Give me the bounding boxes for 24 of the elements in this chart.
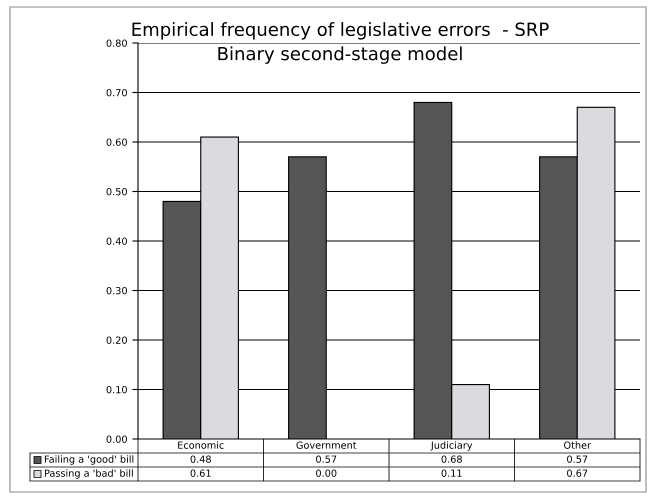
y-tick-label: 0.40 [106,237,127,245]
y-tick-label: 0.00 [106,435,127,443]
y-tick-label: 0.70 [106,88,127,96]
data-label: 0.00 [316,469,336,477]
data-label: 0.67 [567,469,588,477]
data-label: 0.57 [567,455,588,463]
y-tick-label: 0.80 [106,39,127,47]
data-label: 0.48 [190,455,211,463]
legend-label: Passing a 'bad' bill [44,469,133,479]
data-label: 0.11 [442,469,462,477]
legend-label: Failing a 'good' bill [44,455,134,465]
y-tick-label: 0.50 [106,188,127,196]
data-label: 0.61 [190,469,211,477]
chart-title: Empirical frequency of legislative errors - SRP Binary second-stage model [132,22,549,64]
x-tick-label: Judiciary [430,441,472,451]
y-tick-label: 0.30 [106,286,127,294]
y-tick-label: 0.10 [106,386,127,394]
y-tick-label: 0.20 [106,336,127,344]
x-tick-label: Government [296,441,356,449]
x-tick-label: Other [564,441,592,449]
x-tick-label: Economic [178,441,224,449]
data-label: 0.57 [316,455,336,463]
y-tick-label: 0.60 [106,138,127,146]
data-label: 0.68 [442,455,462,463]
